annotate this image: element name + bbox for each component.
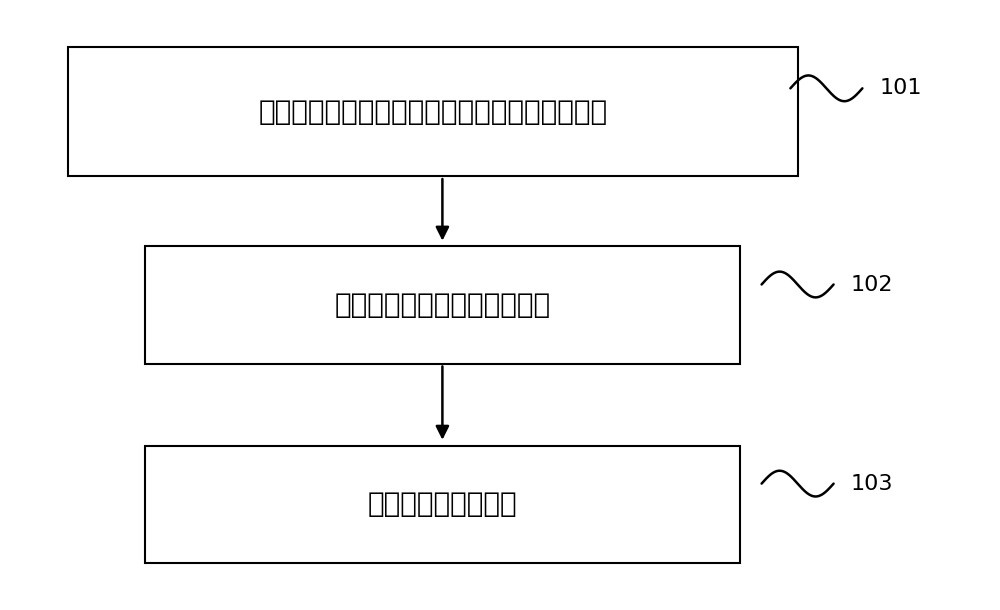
Text: 远程控制服务器发送控制指令: 远程控制服务器发送控制指令 — [334, 291, 550, 319]
Text: 电动车执行控制指令: 电动车执行控制指令 — [368, 490, 517, 518]
Text: 101: 101 — [879, 78, 922, 98]
Bar — [145, 246, 740, 364]
Text: 103: 103 — [850, 473, 893, 493]
Text: 102: 102 — [850, 274, 893, 295]
Bar — [145, 445, 740, 562]
Bar — [68, 48, 798, 176]
Text: 远程控制服务器接收电动车定位数据和状态信息: 远程控制服务器接收电动车定位数据和状态信息 — [258, 98, 607, 126]
